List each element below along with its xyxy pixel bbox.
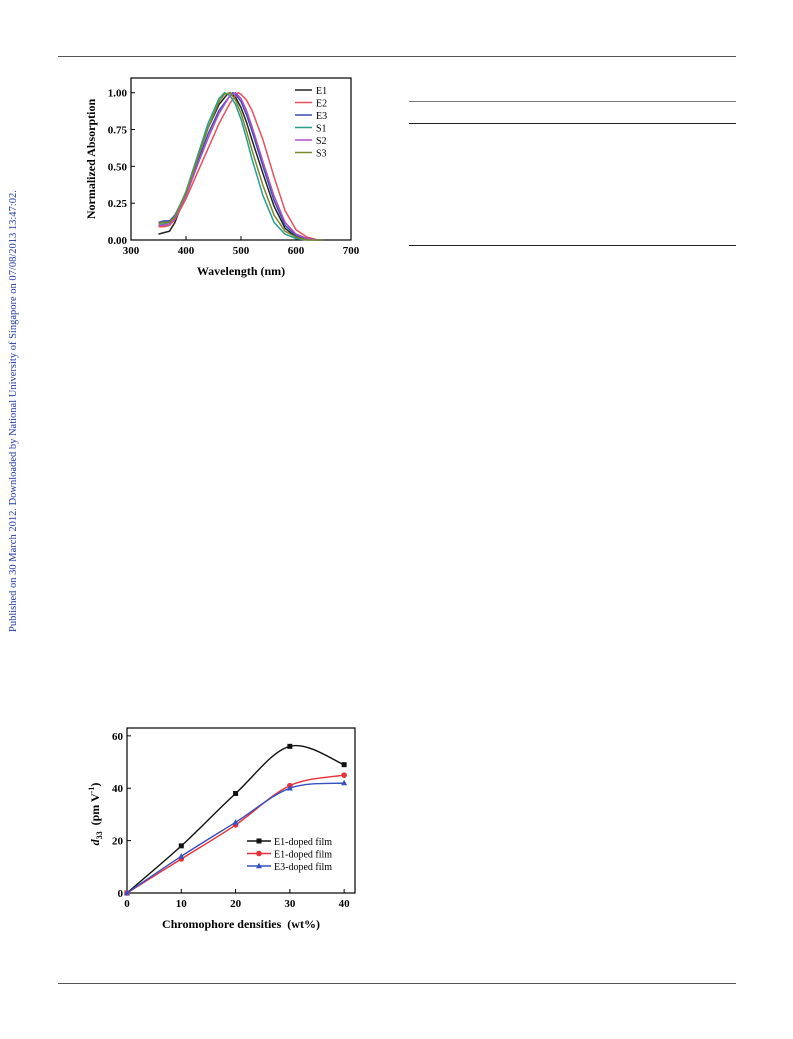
bottom-rule	[58, 983, 736, 984]
series-line-e2	[158, 91, 324, 241]
legend-marker	[256, 850, 262, 857]
data-point-marker	[124, 889, 130, 896]
legend-label: S3	[316, 149, 327, 160]
x-tick-label: 700	[343, 245, 360, 257]
x-axis-label: Chromophore densities (wt%)	[162, 917, 320, 931]
legend-label: S1	[316, 124, 327, 135]
legend-label: E2	[316, 99, 327, 110]
legend-marker	[256, 838, 262, 844]
data-point-marker	[178, 843, 184, 849]
x-tick-label: 300	[123, 245, 140, 257]
x-tick-label: 20	[230, 898, 242, 910]
data-point-marker	[341, 779, 348, 786]
table-bottom-rule	[409, 245, 736, 246]
y-tick-label: 60	[112, 731, 124, 743]
x-tick-label: 0	[124, 898, 130, 910]
x-tick-label: 10	[176, 898, 188, 910]
legend-label: E1-doped film	[274, 837, 332, 848]
legend-label: E1-doped film	[274, 850, 332, 861]
table-top-rule	[409, 101, 736, 102]
data-point-marker	[178, 853, 185, 859]
y-tick-label: 0.75	[108, 125, 128, 137]
legend-label: E3-doped film	[274, 862, 332, 873]
x-axis-label: Wavelength (nm)	[197, 264, 285, 278]
data-point-marker	[286, 785, 293, 791]
legend-label: E1	[316, 86, 327, 97]
legend-marker	[256, 862, 262, 869]
y-tick-label: 20	[112, 836, 124, 848]
data-point-marker	[341, 762, 347, 768]
x-tick-label: 400	[178, 245, 195, 257]
y-tick-label: 0.00	[108, 235, 128, 247]
data-point-marker	[287, 743, 293, 749]
data-point-marker	[232, 819, 239, 825]
data-point-marker	[341, 772, 347, 778]
legend-label: E3	[316, 111, 327, 122]
download-side-note: Published on 30 March 2012. Downloaded b…	[8, 190, 19, 632]
legend-label: S2	[316, 136, 327, 147]
y-tick-label: 40	[112, 783, 124, 795]
y-tick-label: 0.50	[108, 161, 128, 173]
y-tick-label: 0.25	[108, 198, 128, 210]
side-note-text: Published on 30 March 2012. Downloaded b…	[8, 190, 19, 632]
y-axis-label: Normalized Absorption	[84, 99, 98, 220]
series-line-s3	[158, 91, 324, 241]
absorption-spectra-chart: 0.00 0.25 0.50 0.75 1.00 300 400 500 600 700 E1 E…	[84, 77, 360, 278]
x-tick-label: 500	[233, 245, 250, 257]
x-tick-label: 600	[288, 245, 305, 257]
top-rule	[58, 56, 736, 57]
table-header-rule	[409, 123, 736, 124]
d33-density-chart: 0 20 40 60 0 10 20 30 40 E1-doped film E1-doped …	[87, 727, 356, 931]
plot-frame	[126, 727, 356, 894]
x-tick-label: 30	[284, 898, 296, 910]
y-tick-label: 0	[118, 888, 124, 900]
y-tick-label: 1.00	[108, 88, 128, 100]
data-point-marker	[233, 790, 239, 796]
x-tick-label: 40	[339, 898, 351, 910]
y-axis-label: d33 (pm V-1)	[87, 783, 104, 846]
